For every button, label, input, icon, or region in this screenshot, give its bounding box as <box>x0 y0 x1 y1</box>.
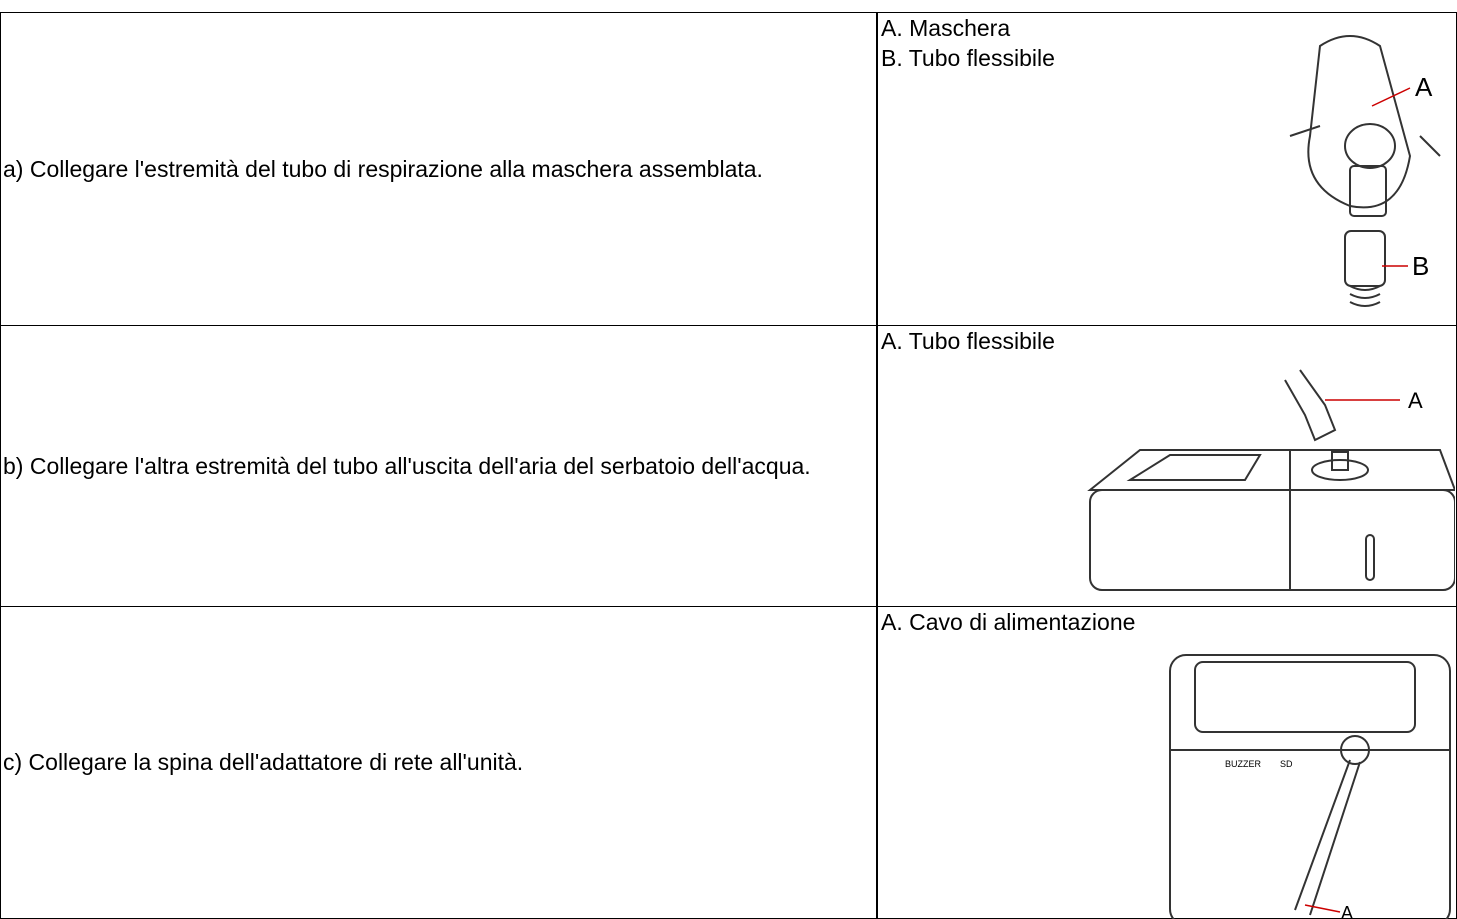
figure-label: A <box>1408 388 1423 413</box>
figure-label: A <box>1341 903 1353 919</box>
mask-figure: A B <box>1289 35 1441 307</box>
power-figure: BUZZER SD A <box>1169 654 1451 919</box>
instruction: b) Collegare l'altra estremità del tubo … <box>3 452 811 479</box>
figure-label: SD <box>1280 759 1293 769</box>
device-figure: A <box>1087 369 1455 591</box>
part: A. Maschera <box>881 15 1011 41</box>
part: A. Tubo flessibile <box>881 328 1055 354</box>
instruction: c) Collegare la spina dell'adattatore di… <box>3 749 524 775</box>
instruction-cell: b) Collegare l'altra estremità del tubo … <box>0 325 878 607</box>
instruction-cell: c) Collegare la spina dell'adattatore di… <box>0 606 878 919</box>
figure-label: A <box>1415 72 1433 102</box>
instruction: a) Collegare l'estremità del tubo di res… <box>3 155 763 182</box>
figure-label: BUZZER <box>1225 759 1262 769</box>
part: A. Cavo di alimentazione <box>881 609 1136 635</box>
part: B. Tubo flessibile <box>881 45 1055 71</box>
instruction-cell: a) Collegare l'estremità del tubo di res… <box>0 12 878 326</box>
figure-label: B <box>1412 251 1429 281</box>
